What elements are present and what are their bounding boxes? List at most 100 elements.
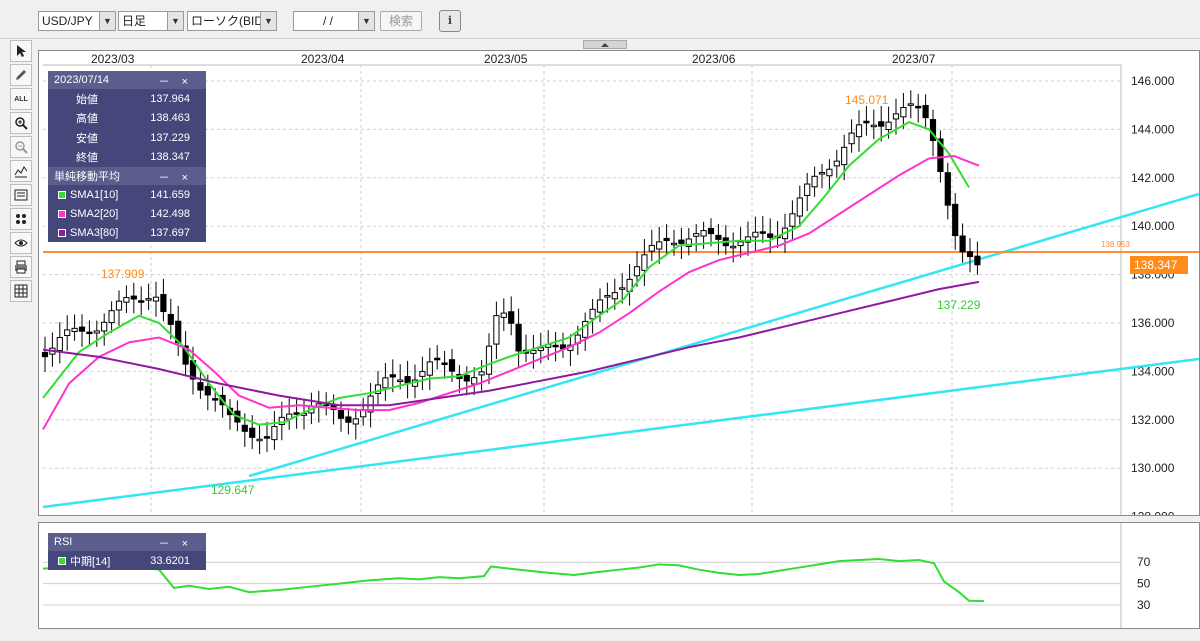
current-price-tag: 138.347 xyxy=(1130,256,1188,274)
candle xyxy=(737,241,744,247)
candle xyxy=(389,374,396,378)
candle xyxy=(152,296,160,302)
minimize-icon[interactable]: － xyxy=(158,172,182,184)
y-tick-label: 134.000 xyxy=(1131,364,1175,378)
indicator-icon[interactable] xyxy=(10,160,32,182)
candle xyxy=(78,326,86,332)
candle xyxy=(448,359,456,372)
candle xyxy=(71,327,78,332)
close-icon[interactable]: × xyxy=(181,172,200,184)
ohlc-value: 138.347 xyxy=(150,151,190,164)
zoom-in-icon[interactable] xyxy=(10,112,32,134)
sma2-swatch xyxy=(58,209,66,218)
candle xyxy=(115,300,123,311)
rsi-header: RSI －× xyxy=(48,533,206,551)
sma3-line xyxy=(42,280,980,407)
candle xyxy=(145,298,152,301)
chevron-down-icon: ▼ xyxy=(260,12,276,30)
candle xyxy=(966,251,974,258)
rsi-panel[interactable]: 70 50 30 xyxy=(38,522,1200,629)
candle xyxy=(397,379,404,383)
period-select[interactable]: 日足 ▼ xyxy=(118,11,184,31)
sma3-swatch xyxy=(58,228,66,237)
search-button[interactable]: 検索 xyxy=(380,11,422,31)
symbol-value: USD/JPY xyxy=(42,14,93,28)
candle xyxy=(256,438,263,442)
object-icon[interactable] xyxy=(10,208,32,230)
minimize-icon[interactable]: － xyxy=(158,76,182,88)
candle xyxy=(367,395,374,413)
chart-type-select[interactable]: ローソク(BID) ▼ xyxy=(187,11,277,31)
candle xyxy=(937,138,944,173)
collapse-toolbar-button[interactable] xyxy=(583,40,627,49)
minimize-icon[interactable]: － xyxy=(158,538,182,550)
candle xyxy=(900,107,907,118)
candle xyxy=(907,103,914,106)
month-label: 2023/06 xyxy=(692,52,736,66)
date-input[interactable]: / / ▼ xyxy=(293,11,375,31)
candle xyxy=(404,376,411,384)
erase-all-icon[interactable]: ALL xyxy=(10,88,32,110)
info-button[interactable]: i xyxy=(439,10,461,32)
ohlc-row: 始値 137.964 xyxy=(48,89,206,109)
info-icon: i xyxy=(447,14,453,27)
price-chart[interactable]: 146.000144.000142.000140.000138.000136.0… xyxy=(39,51,1200,516)
annotation-high-2: 145.071 xyxy=(845,93,889,107)
candle xyxy=(241,424,248,432)
grid-icon[interactable] xyxy=(10,280,32,302)
candle xyxy=(789,213,796,227)
candle xyxy=(611,292,618,300)
month-label: 2023/03 xyxy=(91,52,135,66)
rsi-y-tick: 50 xyxy=(1137,577,1151,591)
candle xyxy=(101,321,108,332)
chart-type-value: ローソク(BID) xyxy=(191,14,267,28)
symbol-select[interactable]: USD/JPY ▼ xyxy=(38,11,116,31)
pencil-icon[interactable] xyxy=(10,64,32,86)
candle xyxy=(670,242,678,246)
main-chart-panel[interactable]: 146.000 144.000 142.000 140.000 138.000 136.0… xyxy=(38,50,1200,516)
candle xyxy=(552,344,559,348)
cursor-icon[interactable] xyxy=(10,40,32,62)
date-value: / / xyxy=(322,14,333,28)
chevron-down-icon: ▼ xyxy=(358,12,374,30)
y-tick-label: 140.000 xyxy=(1131,219,1175,233)
candle xyxy=(293,412,300,415)
print-icon[interactable] xyxy=(10,256,32,278)
candle xyxy=(759,231,766,234)
candle xyxy=(167,313,174,325)
candle xyxy=(478,371,485,376)
month-label: 2023/04 xyxy=(301,52,345,66)
zoom-out-icon[interactable] xyxy=(10,136,32,158)
candle xyxy=(811,175,818,188)
candle xyxy=(441,362,448,365)
rsi-chart[interactable]: 70 50 30 xyxy=(39,523,1200,629)
eye-icon[interactable] xyxy=(10,232,32,254)
chevron-down-icon: ▼ xyxy=(99,12,115,30)
candle xyxy=(663,237,670,241)
ohlc-row: 安値 137.229 xyxy=(48,128,206,148)
candle xyxy=(345,416,352,423)
rsi-controls[interactable]: －× xyxy=(159,535,200,551)
candle xyxy=(500,312,507,318)
candle xyxy=(471,377,478,385)
candle xyxy=(204,385,211,396)
candle xyxy=(841,146,848,166)
period-icon[interactable] xyxy=(10,184,32,206)
sma-label: SMA1[10] xyxy=(70,188,119,201)
candles xyxy=(41,90,981,454)
y-tick-label: 136.000 xyxy=(1131,316,1175,330)
candle xyxy=(892,113,900,120)
rsi-swatch xyxy=(58,556,66,565)
candle xyxy=(678,239,685,244)
candle xyxy=(826,168,833,177)
ohlc-label: 安値 xyxy=(76,132,98,145)
y-tick-label: 128.000 xyxy=(1131,510,1175,516)
ohlc-controls[interactable]: －× xyxy=(159,73,200,89)
sma2-line xyxy=(42,155,980,430)
sma-controls[interactable]: －× xyxy=(159,169,200,185)
candle xyxy=(959,235,966,253)
close-icon[interactable]: × xyxy=(181,76,200,88)
candle xyxy=(656,241,663,250)
sma-label: SMA3[80] xyxy=(70,226,119,239)
close-icon[interactable]: × xyxy=(181,538,200,550)
